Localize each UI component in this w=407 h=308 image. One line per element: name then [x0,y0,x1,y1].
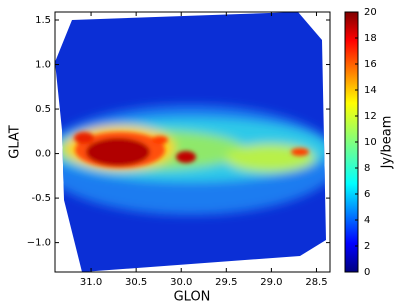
colorbar-tick-label: 14 [364,85,377,96]
colorbar-tick-label: 4 [364,215,370,226]
y-tick-label: −1.0 [27,238,51,249]
x-tick-label: 29.0 [260,277,282,288]
colorbar-tick-label: 10 [364,137,377,148]
colorbar-tick-label: 0 [364,267,370,278]
colorbar-tick-label: 2 [364,241,370,252]
y-tick-label: 1.0 [35,60,51,71]
y-tick-label: 0.5 [35,104,51,115]
colorbar-tick-label: 18 [364,33,377,44]
x-tick-label: 30.5 [125,277,147,288]
plot-frame [54,11,331,273]
colorbar-label: Jy/beam [380,116,395,170]
colorbar-tick-label: 20 [364,7,377,18]
y-tick-label: 0.0 [35,149,51,160]
colorbar-tick-label: 12 [364,111,377,122]
y-tick-label: 1.5 [35,15,51,26]
colorbar-tick-label: 16 [364,59,377,70]
y-tick-label: -0.5 [31,193,51,204]
x-axis-label: GLON [174,290,211,305]
colorbar-tick-label: 8 [364,163,370,174]
x-tick-label: 31.0 [80,277,102,288]
x-tick-label: 30.0 [170,277,192,288]
y-axis-label: GLAT [8,125,23,158]
sky-image [55,12,326,272]
x-tick-label: 28.5 [305,277,327,288]
x-tick-label: 29.5 [215,277,237,288]
colorbar-tick-label: 6 [364,189,370,200]
